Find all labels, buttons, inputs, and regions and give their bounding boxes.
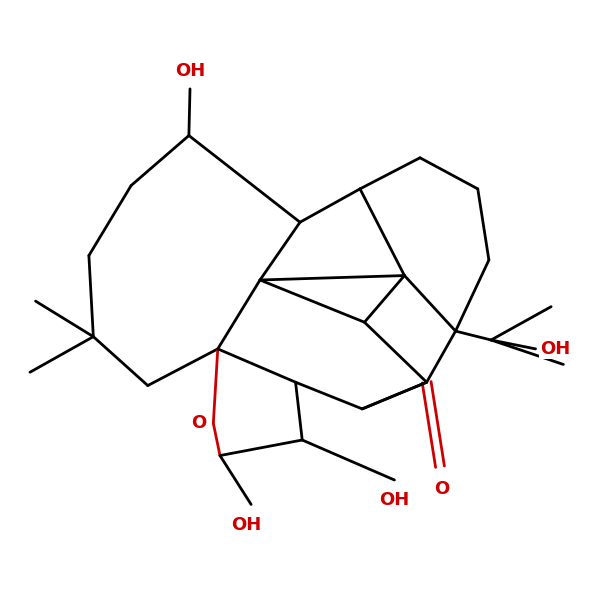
Text: OH: OH (232, 515, 262, 533)
Text: OH: OH (175, 62, 205, 80)
Text: O: O (191, 415, 206, 433)
Text: O: O (434, 480, 450, 498)
Text: OH: OH (379, 491, 410, 509)
Text: OH: OH (540, 340, 570, 358)
